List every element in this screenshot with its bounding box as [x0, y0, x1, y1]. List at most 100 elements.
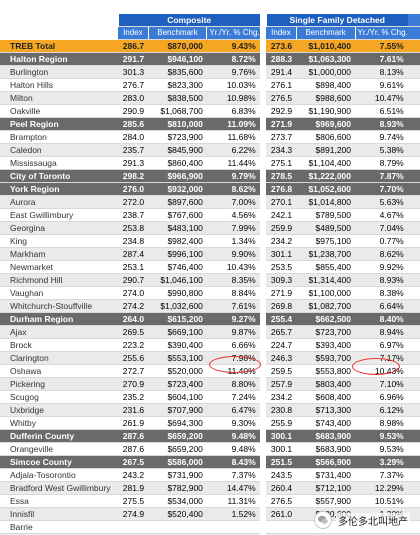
area-name: Burlington: [0, 65, 118, 79]
composite-benchmark: $1,068,700: [148, 104, 207, 118]
composite-index: 274.9: [117, 507, 149, 521]
composite-index: 301.3: [117, 65, 149, 79]
table-row: Scugog 235.2 $604,100 7.24% 234.2 $608,400 6.9…: [0, 390, 420, 404]
detached-yoy-change: 7.04%: [355, 221, 408, 235]
composite-benchmark: $553,100: [148, 351, 207, 365]
group-header-detached: Single Family Detached: [264, 14, 408, 27]
detached-yoy-change: 6.97%: [355, 338, 408, 352]
detached-yoy-change: 7.12%: [355, 533, 408, 535]
detached-yoy-change: 8.13%: [355, 65, 408, 79]
composite-index: 253.8: [117, 221, 149, 235]
column-gap: [259, 195, 266, 209]
composite-yoy-change: 8.72%: [206, 52, 260, 66]
composite-benchmark: $860,400: [148, 156, 207, 170]
detached-benchmark: $988,600: [296, 91, 355, 105]
next-group-edge: [407, 143, 420, 157]
composite-index: 235.2: [117, 390, 149, 404]
detached-benchmark: $1,010,400: [296, 39, 355, 53]
area-name: TREB Total: [0, 39, 118, 53]
detached-yoy-change: 3.29%: [355, 455, 408, 469]
composite-yoy-change: 11.44%: [206, 156, 260, 170]
detached-index: 243.5: [265, 468, 297, 482]
area-name: Scugog: [0, 390, 118, 404]
composite-yoy-change: 9.90%: [206, 247, 260, 261]
composite-index: 269.5: [117, 325, 149, 339]
column-header: Benchmark: [147, 26, 207, 40]
detached-yoy-change: 6.96%: [355, 390, 408, 404]
detached-benchmark: $898,400: [296, 78, 355, 92]
detached-benchmark: $1,314,400: [296, 273, 355, 287]
detached-benchmark: $1,104,400: [296, 156, 355, 170]
region-row: City of Toronto 298.2 $966,900 9.79% 278.5 $1…: [0, 169, 420, 183]
composite-index: 272.0: [117, 195, 149, 209]
next-group-edge: [407, 325, 420, 339]
detached-benchmark: $393,400: [296, 338, 355, 352]
composite-index: 243.2: [117, 468, 149, 482]
table-row: King 234.8 $982,400 1.34% 234.2 $975,100 0.77%: [0, 234, 420, 248]
composite-benchmark: $990,800: [148, 286, 207, 300]
detached-yoy-change: 6.12%: [355, 403, 408, 417]
region-row: York Region 276.0 $932,000 8.62% 276.8 $1,052…: [0, 182, 420, 196]
group-header-composite: Composite: [116, 14, 260, 27]
detached-benchmark: $557,900: [296, 494, 355, 508]
composite-index: 243.7: [117, 533, 149, 535]
next-group-edge: [407, 234, 420, 248]
detached-yoy-change: 5.63%: [355, 195, 408, 209]
composite-yoy-change: 14.47%: [206, 481, 260, 495]
next-group-edge: [407, 364, 420, 378]
detached-index: 234.3: [265, 143, 297, 157]
detached-yoy-change: 7.55%: [355, 39, 408, 53]
corner-cell: [0, 14, 118, 27]
watermark-text: 多伦多北叫地产: [336, 512, 410, 528]
composite-yoy-change: 9.79%: [206, 169, 260, 183]
composite-benchmark: $1,046,100: [148, 273, 207, 287]
composite-benchmark: $996,100: [148, 247, 207, 261]
detached-yoy-change: 7.70%: [355, 182, 408, 196]
detached-yoy-change: 0.77%: [355, 234, 408, 248]
composite-yoy-change: 9.30%: [206, 416, 260, 430]
table-row: Whitby 261.9 $694,300 9.30% 255.9 $743,400 8.9…: [0, 416, 420, 430]
composite-yoy-change: 11.40%: [206, 364, 260, 378]
composite-index: 272.7: [117, 364, 149, 378]
detached-index: 300.1: [265, 442, 297, 456]
detached-benchmark: $1,222,000: [296, 169, 355, 183]
detached-benchmark: $731,400: [296, 468, 355, 482]
table-row: Essa 275.5 $534,000 11.31% 276.5 $557,900 10.5…: [0, 494, 420, 508]
region-row: TREB Total 286.7 $870,000 9.43% 273.6 $1,010,…: [0, 39, 420, 53]
detached-benchmark: $891,200: [296, 143, 355, 157]
region-row: Halton Region 291.7 $946,100 8.72% 288.3 $1,0…: [0, 52, 420, 66]
region-row: Dufferin County 287.6 $659,200 9.48% 300.1 $6…: [0, 429, 420, 443]
area-name: Bradford West Gwillimbury: [0, 481, 118, 495]
next-group-edge: [407, 39, 420, 53]
composite-yoy-change: 7.99%: [206, 221, 260, 235]
column-gap: [259, 65, 266, 79]
composite-index: 298.2: [117, 169, 149, 183]
composite-index: 264.0: [117, 312, 149, 326]
detached-yoy-change: 9.53%: [355, 442, 408, 456]
next-group-edge: [407, 481, 420, 495]
composite-index: [117, 520, 149, 534]
wechat-icon: [314, 511, 332, 529]
column-gap: [259, 78, 266, 92]
next-group-edge: [407, 195, 420, 209]
detached-index: 269.8: [265, 299, 297, 313]
area-name: King: [0, 234, 118, 248]
next-group-edge: [407, 208, 420, 222]
detached-benchmark: $553,800: [296, 364, 355, 378]
column-gap: [259, 104, 266, 118]
composite-yoy-change: 9.27%: [206, 312, 260, 326]
detached-index: 288.3: [265, 52, 297, 66]
composite-yoy-change: 6.79%: [206, 533, 260, 535]
detached-index: 234.2: [265, 234, 297, 248]
area-name: Dufferin County: [0, 429, 118, 443]
area-name: Oakville: [0, 104, 118, 118]
composite-yoy-change: [206, 520, 260, 534]
area-name: East Gwillimbury: [0, 208, 118, 222]
column-gap: [259, 455, 266, 469]
detached-benchmark: $1,063,300: [296, 52, 355, 66]
detached-benchmark: $712,100: [296, 481, 355, 495]
detached-benchmark: [296, 533, 355, 535]
detached-yoy-change: 7.17%: [355, 351, 408, 365]
composite-index: 283.0: [117, 91, 149, 105]
next-group-edge: [407, 351, 420, 365]
